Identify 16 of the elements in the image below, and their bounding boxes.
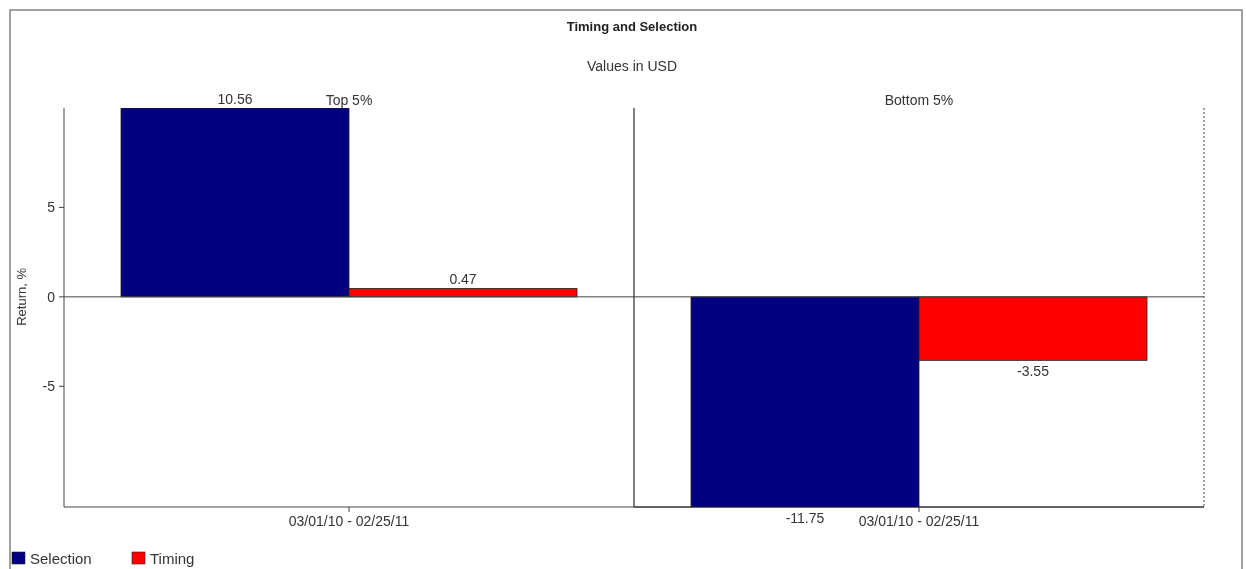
legend-label: Timing — [150, 550, 195, 567]
y-axis-title: Return, % — [14, 267, 29, 326]
legend-label: Selection — [30, 550, 92, 567]
y-tick-label: 5 — [47, 199, 56, 216]
data-label: 10.56 — [217, 91, 253, 107]
chart-title: Timing and Selection — [566, 19, 698, 34]
x-tick-label: 03/01/10 - 02/25/11 — [858, 513, 980, 529]
text: Bottom 5% — [884, 92, 954, 108]
x-tick-label: 03/01/10 - 02/25/11 — [288, 513, 410, 529]
y-tick-label: 0 — [47, 288, 56, 305]
data-label: -11.75 — [785, 510, 825, 526]
data-label: 0.47 — [449, 271, 477, 288]
text: Top 5% — [325, 92, 373, 108]
chart-subtitle: Values in USD — [586, 58, 678, 74]
y-tick-label: -5 — [42, 378, 56, 395]
data-label: -3.55 — [1017, 363, 1050, 380]
